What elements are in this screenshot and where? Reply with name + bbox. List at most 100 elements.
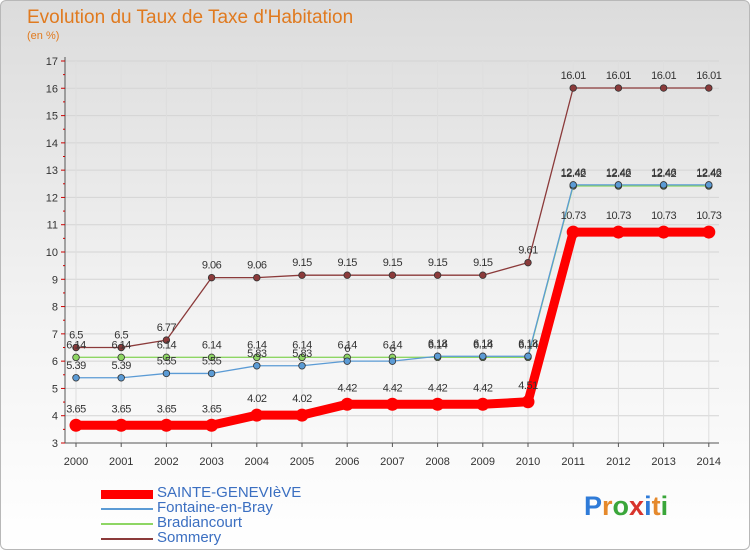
x-tick-label: 2008 xyxy=(425,456,449,468)
data-label: 16.01 xyxy=(651,70,676,82)
data-label: 9.15 xyxy=(383,257,403,269)
x-tick-label: 2013 xyxy=(651,456,675,468)
y-tick-label: 14 xyxy=(46,138,58,150)
data-point xyxy=(659,181,668,189)
logo-letter: t xyxy=(651,491,661,521)
data-label: 6.18 xyxy=(473,338,493,350)
data-point xyxy=(253,362,261,370)
logo-letter: o xyxy=(612,491,630,521)
data-label: 9.15 xyxy=(337,257,357,269)
data-label: 12.46 xyxy=(606,167,631,179)
data-label: 10.73 xyxy=(606,210,631,222)
y-tick-label: 6 xyxy=(52,356,58,368)
data-point xyxy=(343,271,351,279)
data-point xyxy=(343,357,351,365)
y-tick-label: 9 xyxy=(52,274,58,286)
x-tick-label: 2012 xyxy=(606,456,630,468)
data-label: 6.5 xyxy=(69,330,83,342)
data-point xyxy=(298,353,306,362)
data-label: 6.14 xyxy=(66,339,86,351)
x-tick-label: 2002 xyxy=(154,456,178,468)
data-label: 6.14 xyxy=(202,339,222,351)
data-label: 12.42 xyxy=(696,168,721,180)
legend-label: Fontaine-en-Bray xyxy=(157,499,273,516)
y-tick-label: 8 xyxy=(52,302,58,314)
x-tick-label: 2004 xyxy=(245,456,269,468)
chart-title: Evolution du Taux de Taxe d'Habitation xyxy=(27,7,354,28)
y-tick-label: 3 xyxy=(52,438,58,450)
data-label: 6.14 xyxy=(292,339,312,351)
data-label: 9.61 xyxy=(518,245,538,257)
proxiti-logo: Proxiti xyxy=(584,491,668,522)
data-point xyxy=(431,397,445,411)
data-point xyxy=(117,374,125,382)
data-point xyxy=(162,353,171,362)
data-point xyxy=(162,369,171,378)
data-point xyxy=(614,181,623,189)
logo-letter: r xyxy=(602,491,613,521)
y-tick-label: 15 xyxy=(46,111,58,123)
data-label: 6.14 xyxy=(247,339,267,351)
data-point xyxy=(205,418,219,432)
data-point xyxy=(705,84,713,92)
data-point xyxy=(340,397,354,411)
data-label: 4.02 xyxy=(292,393,312,405)
data-label: 4.51 xyxy=(518,380,538,392)
data-label: 9.06 xyxy=(202,260,222,272)
data-point xyxy=(72,343,80,352)
data-point xyxy=(114,418,128,432)
data-label: 6 xyxy=(344,343,350,355)
data-label: 12.42 xyxy=(561,168,586,180)
data-label: 9.15 xyxy=(292,257,312,269)
data-point xyxy=(388,271,397,279)
logo-letter: P xyxy=(584,491,603,521)
data-label: 3.65 xyxy=(111,403,131,415)
data-label: 12.46 xyxy=(561,167,586,179)
x-tick-label: 2001 xyxy=(109,456,133,468)
data-point xyxy=(250,408,264,422)
data-point xyxy=(162,336,171,344)
data-label: 6.14 xyxy=(473,339,493,351)
x-tick-label: 2009 xyxy=(471,456,495,468)
data-label: 9.06 xyxy=(247,260,267,272)
data-point xyxy=(298,362,306,370)
y-tick-label: 7 xyxy=(52,329,58,341)
data-point xyxy=(207,353,216,362)
legend-swatch xyxy=(101,538,153,540)
data-point xyxy=(117,353,125,362)
data-point xyxy=(705,181,713,189)
data-point xyxy=(117,343,125,352)
data-point xyxy=(611,225,625,239)
legend-label: SAINTE-GENEVIèVE xyxy=(157,484,302,501)
y-tick-label: 16 xyxy=(46,83,58,95)
data-point xyxy=(433,352,442,360)
y-tick-label: 4 xyxy=(52,411,58,423)
y-tick-label: 11 xyxy=(47,220,58,232)
data-label: 16.01 xyxy=(561,70,586,82)
data-point xyxy=(524,352,532,360)
data-label: 5.39 xyxy=(66,360,86,372)
logo-letter: i xyxy=(644,491,652,521)
data-point xyxy=(521,395,535,409)
legend-swatch xyxy=(101,508,153,510)
data-point xyxy=(295,408,309,422)
y-tick-label: 5 xyxy=(52,383,58,395)
data-label: 9.15 xyxy=(428,257,448,269)
data-label: 6.14 xyxy=(337,339,357,351)
data-label: 12.46 xyxy=(696,167,721,179)
data-label: 10.73 xyxy=(696,210,721,222)
data-point xyxy=(72,353,80,362)
data-label: 4.42 xyxy=(383,382,403,394)
data-label: 12.42 xyxy=(606,168,631,180)
x-tick-label: 2010 xyxy=(516,456,540,468)
x-tick-label: 2006 xyxy=(335,456,359,468)
data-label: 4.42 xyxy=(337,382,357,394)
data-label: 5.55 xyxy=(157,355,177,367)
data-label: 5.39 xyxy=(111,360,131,372)
data-label: 5.83 xyxy=(292,348,312,360)
x-tick-label: 2003 xyxy=(199,456,223,468)
y-tick-label: 12 xyxy=(46,192,58,204)
data-point xyxy=(385,397,399,411)
x-tick-label: 2005 xyxy=(290,456,314,468)
